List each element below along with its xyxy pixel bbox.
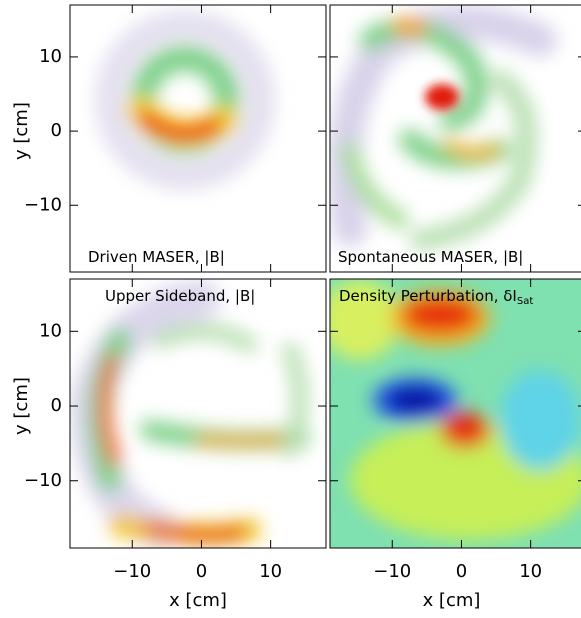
frames <box>69 4 581 549</box>
panel-title-text: Spontaneous MASER, |B| <box>338 248 523 266</box>
heatmap-image <box>70 279 326 548</box>
panel-title: Density Perturbation, δISat <box>339 287 533 308</box>
x-tick-label: 10 <box>519 561 542 582</box>
panel-title: Driven MASER, |B| <box>88 248 225 266</box>
panel-title-text: Density Perturbation, δI <box>339 287 517 305</box>
heatmap-image <box>330 5 581 272</box>
x-tick-label: 0 <box>456 561 467 582</box>
heatmap-image <box>70 5 326 272</box>
y-axis-label: y [cm] <box>11 102 32 160</box>
x-axis-label: x [cm] <box>169 590 227 611</box>
x-tick-label: −10 <box>373 561 411 582</box>
panel-title-subscript: Sat <box>517 296 533 307</box>
x-tick-label: −10 <box>113 561 151 582</box>
y-axis-label: y [cm] <box>11 377 32 435</box>
heatmap-image <box>330 279 581 548</box>
x-tick-label: 0 <box>196 561 207 582</box>
x-tick-label: 10 <box>259 561 282 582</box>
panel-title: Upper Sideband, |B| <box>105 287 255 305</box>
panel-title-text: Upper Sideband, |B| <box>105 287 255 305</box>
panel-title-text: Driven MASER, |B| <box>88 248 225 266</box>
y-tick-label: 10 <box>39 320 62 341</box>
y-tick-label: −10 <box>24 194 62 215</box>
y-tick-label: 0 <box>51 395 62 416</box>
y-tick-label: 0 <box>51 120 62 141</box>
y-tick-label: 10 <box>39 46 62 67</box>
y-tick-label: −10 <box>24 470 62 491</box>
x-axis-label: x [cm] <box>423 590 481 611</box>
panel-title: Spontaneous MASER, |B| <box>338 248 523 266</box>
